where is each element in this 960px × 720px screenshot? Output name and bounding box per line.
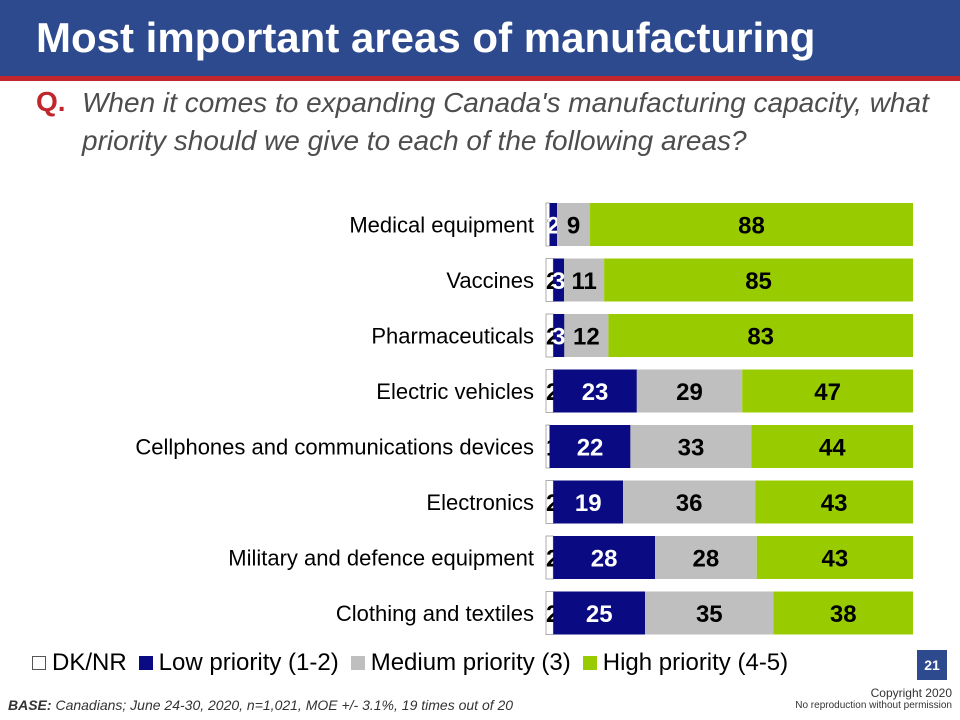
bar-value-label: 36 bbox=[676, 490, 703, 517]
bar-segment bbox=[755, 480, 913, 524]
bar-segment bbox=[549, 203, 558, 246]
bar-value-label: 2 bbox=[547, 213, 560, 240]
copyright-line: Copyright 2020 bbox=[870, 686, 952, 700]
bar-row: Military and defence equipment 2 28 28 43 bbox=[228, 535, 913, 580]
base-text: Canadians; June 24-30, 2020, n=1,021, MO… bbox=[55, 697, 514, 713]
bar-value-label: 25 bbox=[586, 601, 613, 628]
bar-segment bbox=[604, 258, 913, 302]
reproduction-line: No reproduction without permission bbox=[795, 700, 952, 711]
legend-swatch bbox=[32, 656, 46, 670]
legend-item: High priority (4-5) bbox=[582, 649, 789, 677]
bar-value-label: 35 bbox=[696, 601, 723, 628]
bar-value-label: 22 bbox=[577, 435, 604, 462]
bar-segment bbox=[553, 258, 565, 302]
category-label: Vaccines bbox=[446, 268, 534, 293]
bar-value-label: 33 bbox=[678, 435, 705, 462]
bar-value-label: 3 bbox=[552, 324, 565, 351]
bar-value-label: 11 bbox=[571, 268, 596, 295]
page-title: Most important areas of manufacturing bbox=[36, 14, 816, 61]
bar-segment bbox=[645, 591, 774, 635]
bar-value-label: 47 bbox=[814, 379, 841, 406]
legend-item: Medium priority (3) bbox=[350, 649, 571, 677]
bar-segment bbox=[742, 369, 913, 413]
bar-segment bbox=[553, 480, 624, 524]
bar-value-label: 12 bbox=[573, 324, 600, 351]
base-note: BASE: Canadians; June 24-30, 2020, n=1,0… bbox=[8, 697, 513, 713]
bar-segment bbox=[564, 314, 609, 357]
category-label: Cellphones and communications devices bbox=[135, 435, 534, 460]
bar-value-label: 88 bbox=[738, 213, 765, 240]
bar-row: Vaccines 23 11 85 bbox=[446, 258, 913, 302]
chart-legend: DK/NR Low priority (1-2) Medium priority (… bbox=[32, 648, 788, 678]
bar-value-label: 23 bbox=[582, 379, 609, 406]
bar-row: Cellphones and communications devices122… bbox=[135, 424, 913, 469]
bar-segment bbox=[553, 369, 637, 413]
legend-swatch bbox=[582, 656, 597, 670]
bar-value-label: 29 bbox=[676, 379, 703, 406]
legend-swatch bbox=[350, 656, 365, 670]
page-number: 21 bbox=[917, 650, 947, 680]
legend-label: DK/NR bbox=[52, 649, 127, 676]
category-label: Military and defence equipment bbox=[228, 546, 534, 571]
bar-value-label: 3 bbox=[552, 268, 565, 295]
bar-value-label: 44 bbox=[819, 435, 846, 462]
bar-value-label: 9 bbox=[567, 213, 580, 240]
copyright-note: Copyright 2020 No reproduction without p… bbox=[795, 686, 952, 712]
bar-row: Electric vehicles 2 23 29 47 bbox=[376, 369, 913, 413]
title-bar: Most important areas of manufacturing bbox=[0, 0, 960, 76]
bar-value-label: 28 bbox=[591, 546, 618, 573]
title-divider bbox=[0, 76, 960, 81]
bar-row: Medical equipment12988 bbox=[349, 202, 913, 247]
bar-value-label: 85 bbox=[745, 268, 772, 295]
legend-item: Low priority (1-2) bbox=[138, 649, 339, 677]
bar-segment bbox=[564, 258, 605, 302]
bar-value-label: 28 bbox=[693, 546, 720, 573]
legend-item: DK/NR bbox=[32, 649, 127, 677]
category-label: Clothing and textiles bbox=[336, 601, 534, 626]
bar-value-label: 83 bbox=[747, 324, 774, 351]
bar-segment bbox=[623, 480, 756, 524]
bar-row: Pharmaceuticals 23 12 83 bbox=[371, 313, 913, 358]
bar-segment bbox=[751, 425, 913, 468]
category-label: Medical equipment bbox=[349, 213, 534, 238]
question-marker: Q. bbox=[36, 86, 66, 117]
bar-value-label: 43 bbox=[822, 546, 849, 573]
category-label: Electric vehicles bbox=[376, 379, 534, 404]
category-label: Electronics bbox=[426, 490, 534, 515]
legend-swatch bbox=[138, 656, 153, 670]
bar-segment bbox=[553, 536, 656, 579]
bar-value-label: 19 bbox=[575, 490, 602, 517]
bar-segment bbox=[549, 425, 631, 468]
bar-segment bbox=[756, 536, 913, 579]
bar-segment bbox=[655, 536, 757, 579]
category-label: Pharmaceuticals bbox=[371, 324, 534, 349]
legend-label: Medium priority (3) bbox=[370, 649, 571, 676]
legend-label: High priority (4-5) bbox=[602, 649, 789, 676]
bar-row: Electronics 2 19 36 43 bbox=[426, 480, 913, 524]
bar-value-label: 38 bbox=[830, 601, 857, 628]
bar-segment bbox=[553, 314, 565, 357]
bar-segment bbox=[630, 425, 752, 468]
bar-row: Clothing and textiles 2 25 35 38 bbox=[336, 591, 913, 635]
bar-segment bbox=[636, 369, 743, 413]
base-label: BASE: bbox=[8, 697, 52, 713]
bar-segment bbox=[608, 314, 913, 357]
bar-segment bbox=[590, 203, 913, 246]
bar-segment bbox=[553, 591, 646, 635]
legend-label: Low priority (1-2) bbox=[158, 649, 339, 676]
bar-value-label: 43 bbox=[821, 490, 848, 517]
question-text: When it comes to expanding Canada's manu… bbox=[82, 87, 929, 156]
bar-segment bbox=[557, 203, 591, 246]
bar-segment bbox=[773, 591, 913, 635]
